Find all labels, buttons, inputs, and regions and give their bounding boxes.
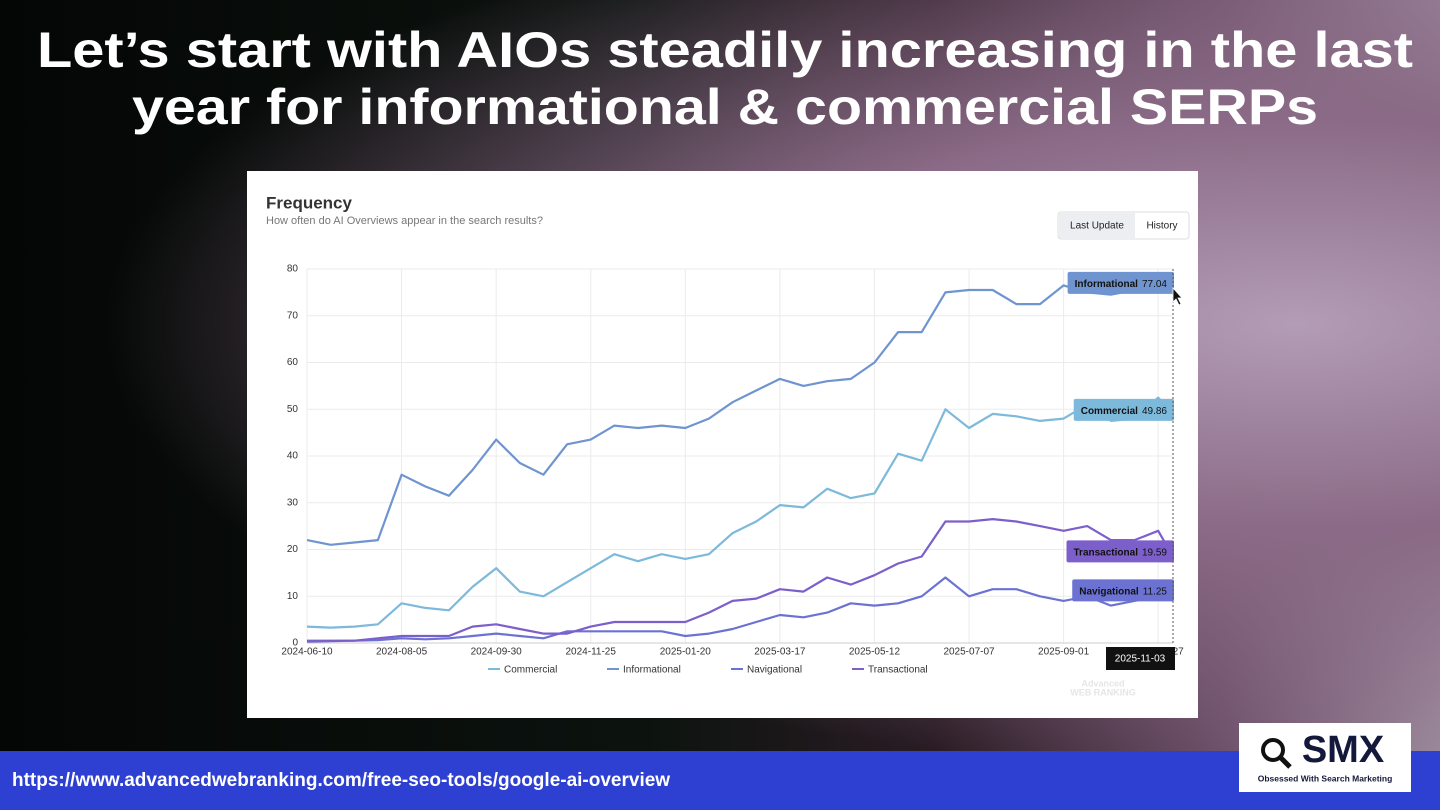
x-tick-label: 2025-03-17: [754, 647, 806, 658]
legend-label: Informational: [623, 665, 681, 676]
watermark: Advanced: [1081, 678, 1124, 688]
source-url[interactable]: https://www.advancedwebranking.com/free-…: [12, 770, 670, 791]
y-tick-label: 0: [292, 638, 298, 649]
slide-title: year for informational & commercial SERP…: [132, 79, 1318, 135]
tooltip-text: Navigational 11.25: [1079, 586, 1167, 597]
series-line: [306, 396, 1171, 629]
series-line: [306, 576, 1171, 643]
tooltip-value: 77.04: [1142, 278, 1167, 289]
tooltip: Informational77.04: [1067, 271, 1174, 294]
y-tick-label: 50: [287, 404, 299, 415]
tooltip-name: Navigational: [1079, 586, 1139, 597]
chart-card: [247, 171, 1198, 718]
y-tick-label: 10: [287, 591, 299, 602]
footer-bar: [0, 751, 1440, 810]
date-tooltip-box: [1106, 647, 1175, 670]
tooltip-text: Informational77.04: [1075, 278, 1168, 289]
tooltip-name: Commercial: [1081, 406, 1138, 417]
last-update-button[interactable]: Last Update: [1070, 221, 1124, 232]
date-tooltip-text: 2025-11-03: [1115, 654, 1166, 665]
tooltip-name: Informational: [1075, 278, 1139, 289]
tooltip-value: 49.86: [1142, 406, 1167, 417]
tooltip: Commercial 49.86: [1073, 398, 1174, 421]
chart-title: Frequency: [266, 193, 353, 212]
tooltip-box: [1072, 579, 1174, 602]
legend-label: Commercial: [504, 665, 557, 676]
legend-label: Transactional: [868, 665, 928, 676]
legend-label: Navigational: [747, 665, 802, 676]
x-tick-label: 2025-01-20: [660, 647, 712, 658]
tooltip-box: [1073, 398, 1174, 421]
x-tick-label: 2024-06-10: [281, 647, 333, 658]
slide-title: Let’s start with AIOs steadily increasin…: [37, 22, 1413, 78]
logo-name: SMX: [1302, 729, 1385, 771]
chart-subtitle: How often do AI Overviews appear in the …: [266, 215, 543, 227]
tooltip-value: 11.25: [1143, 586, 1168, 597]
history-button[interactable]: History: [1146, 221, 1177, 232]
tooltip: Transactional19.59: [1066, 540, 1174, 563]
plot: 0 10 20 30 40 50 60 70 80 2024-06-10 2024-08-05 202…: [281, 264, 1184, 676]
series-line: [306, 281, 1171, 546]
x-tick-label: 2025-07-07: [943, 647, 995, 658]
y-tick-label: 30: [287, 497, 299, 508]
y-tick-label: 40: [287, 451, 299, 462]
x-tick-label: 2024-08-05: [376, 647, 428, 658]
tooltip-text: Commercial 49.86: [1081, 406, 1168, 417]
x-tick-label: 2025-05-12: [849, 647, 901, 658]
cursor: [1172, 286, 1183, 306]
logo-icon: [1261, 738, 1285, 762]
y-tick-label: 70: [287, 310, 299, 321]
series-line: [307, 518, 1171, 642]
tooltip-name: Transactional: [1074, 547, 1139, 558]
y-tick-label: 60: [287, 357, 299, 368]
tooltip-text: Transactional19.59: [1074, 547, 1168, 558]
tooltip-value: 19.59: [1142, 547, 1167, 558]
x-tick-label: 2024-11-25: [566, 647, 617, 658]
logo-tagline: Obsessed With Search Marketing: [1258, 773, 1393, 783]
watermark: WEB RANKING: [1070, 687, 1136, 697]
x-tick-label: 2024-09-30: [471, 647, 523, 658]
x-tick-label: 2025-09-01: [1038, 647, 1090, 658]
tooltip-box: [1066, 540, 1174, 563]
tooltip: Navigational 11.25: [1072, 579, 1174, 602]
y-tick-label: 20: [287, 544, 299, 555]
tooltip-box: [1067, 271, 1174, 294]
logo-icon: [1278, 755, 1292, 769]
toggle-active: [1059, 213, 1135, 238]
date-tooltip: 2025-11-03: [1106, 647, 1175, 670]
y-tick-label: 80: [287, 264, 299, 275]
